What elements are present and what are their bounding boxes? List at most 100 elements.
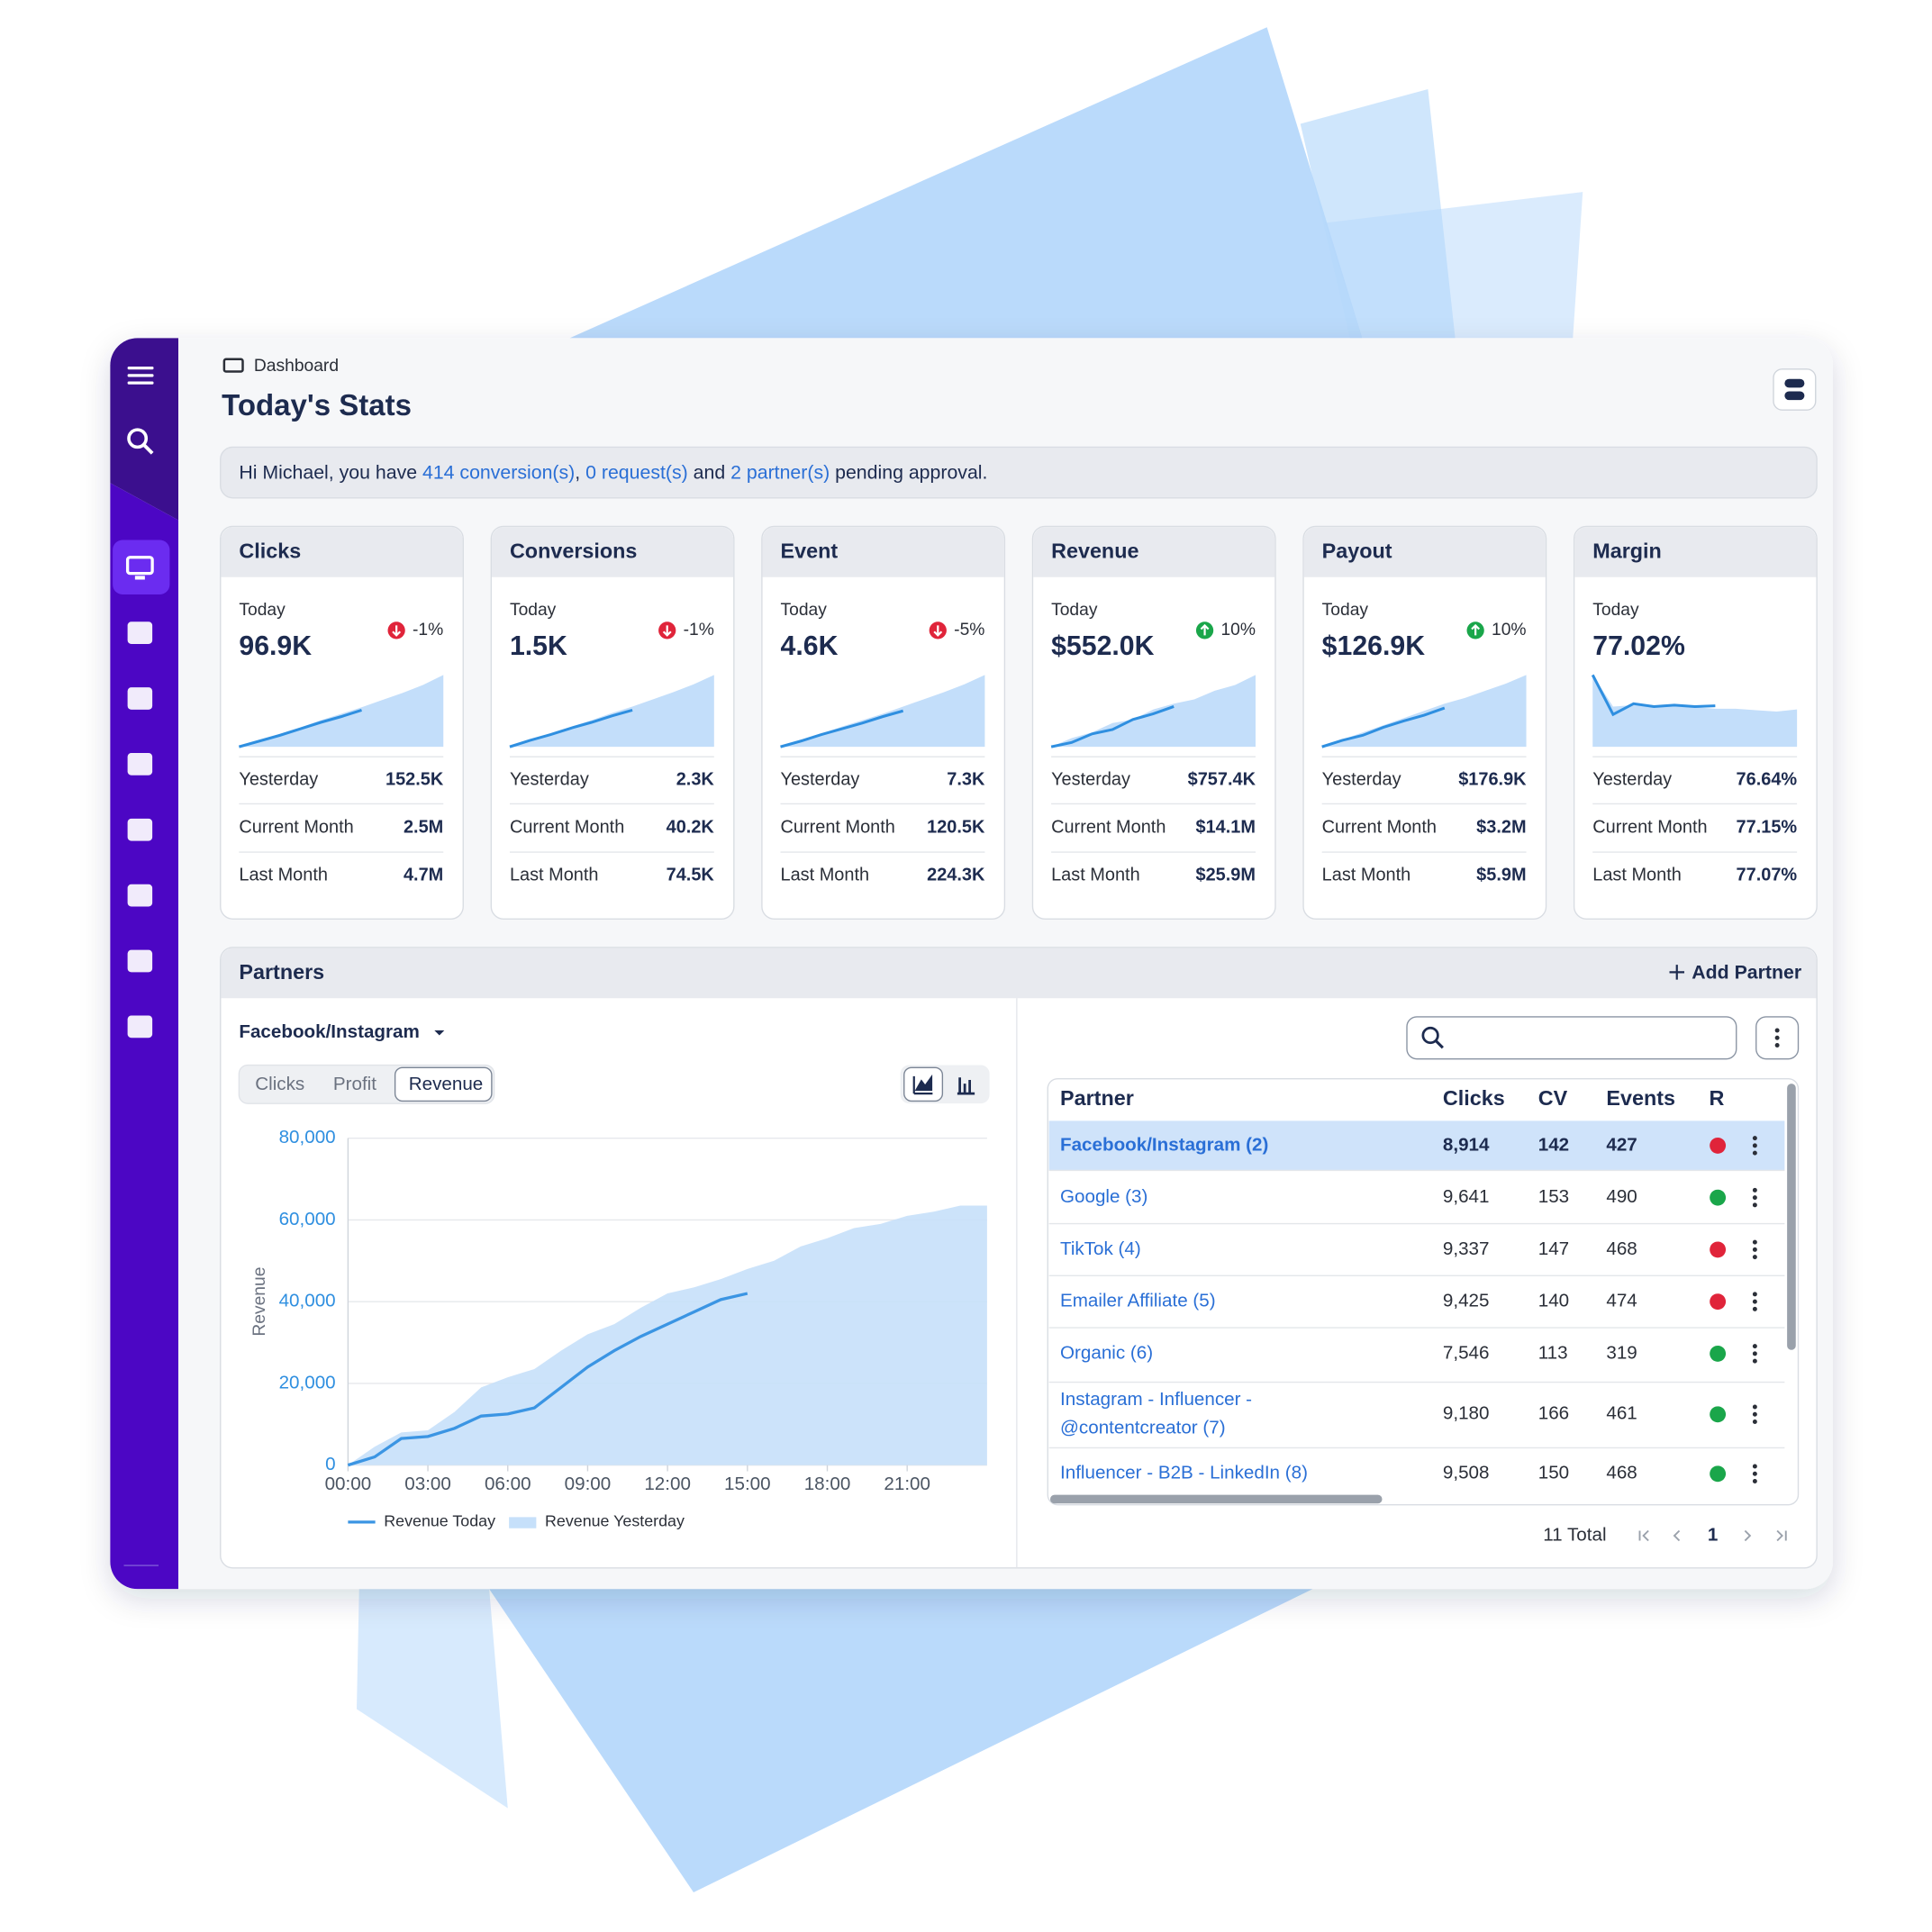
legend-swatch — [509, 1517, 537, 1528]
notice-text: , — [575, 461, 585, 483]
spark-line — [238, 709, 362, 748]
tab[interactable]: Clicks — [255, 1074, 304, 1094]
menu-icon[interactable] — [127, 374, 154, 377]
notice-text: pending approval. — [830, 461, 987, 483]
row-value: 4.7M — [404, 865, 443, 884]
nav-icon[interactable] — [127, 621, 153, 644]
row-value: $757.4K — [1188, 770, 1256, 790]
monitor-stand — [134, 576, 145, 580]
search-icon-handle — [142, 443, 154, 455]
today-label: Today — [1051, 601, 1098, 620]
kebab-dot — [1752, 1471, 1757, 1476]
row-label: Last Month — [1051, 865, 1140, 884]
cell: 9,425 — [1443, 1291, 1490, 1311]
nav-icon[interactable] — [127, 687, 153, 710]
trend-icon — [1710, 1293, 1727, 1311]
menu-icon[interactable] — [127, 367, 154, 370]
spark-area — [509, 675, 714, 748]
nav-active[interactable] — [113, 540, 170, 595]
search-box[interactable] — [1406, 1016, 1737, 1060]
stat-card-title: Margin — [1592, 539, 1662, 562]
row-value: 7.3K — [947, 770, 985, 790]
stat-card-title: Clicks — [239, 539, 301, 562]
y-tick-label: 80,000 — [279, 1127, 336, 1147]
kebab-dot — [1752, 1344, 1757, 1349]
change: 10% — [1220, 621, 1256, 639]
bar-icon[interactable] — [957, 1077, 975, 1095]
nav-icon[interactable] — [127, 753, 153, 776]
x-tick-label: 09:00 — [565, 1474, 612, 1494]
nav-icon[interactable] — [127, 949, 153, 973]
notice-link[interactable]: 414 conversion(s) — [422, 461, 575, 483]
x-tick-label: 00:00 — [325, 1474, 372, 1494]
partner-link[interactable]: Organic (6) — [1060, 1342, 1153, 1363]
cell: 166 — [1538, 1403, 1569, 1424]
kebab-dot — [1774, 1043, 1780, 1048]
stat-card-title: Payout — [1322, 539, 1392, 562]
row-value: $5.9M — [1476, 865, 1526, 884]
kebab-dot — [1752, 1143, 1757, 1148]
x-tick-label: 06:00 — [485, 1474, 531, 1494]
cell: 150 — [1538, 1463, 1569, 1483]
spark-line — [1050, 705, 1175, 748]
trend-arrow — [662, 625, 672, 637]
dropdown-caret[interactable] — [434, 1030, 445, 1036]
first-page[interactable] — [1638, 1529, 1649, 1542]
partner-link[interactable]: Instagram - Influencer - — [1060, 1389, 1252, 1410]
kebab-dot — [1752, 1358, 1757, 1364]
tab[interactable]: Revenue — [409, 1074, 484, 1094]
tab[interactable]: Profit — [333, 1074, 376, 1094]
nav-icon[interactable] — [127, 818, 153, 841]
row-value: 74.5K — [667, 865, 715, 884]
row-value: $25.9M — [1196, 865, 1256, 884]
area-icon — [912, 1074, 933, 1095]
row-value: $176.9K — [1458, 770, 1527, 790]
search-icon[interactable] — [127, 428, 149, 449]
kebab-dot — [1752, 1464, 1757, 1469]
stat-card-header — [1033, 527, 1275, 577]
today-label: Today — [781, 601, 828, 620]
notice-link[interactable]: 2 partner(s) — [730, 461, 830, 483]
row-label: Current Month — [1322, 817, 1437, 837]
h-scrollbar — [1050, 1494, 1383, 1504]
row-value: $14.1M — [1196, 817, 1256, 837]
kebab-dot — [1752, 1404, 1757, 1410]
nav-icon[interactable] — [127, 1015, 153, 1039]
row-label: Yesterday — [781, 770, 860, 790]
cell: 9,180 — [1443, 1403, 1490, 1424]
breadcrumb-icon — [222, 358, 244, 373]
cell: 113 — [1538, 1342, 1568, 1363]
column-header: Partner — [1060, 1086, 1134, 1110]
legend-label: Revenue Today — [384, 1512, 495, 1530]
layout-toggle[interactable] — [1773, 368, 1817, 411]
total: 11 Total — [1543, 1524, 1606, 1545]
last-page[interactable] — [1776, 1529, 1787, 1542]
spark-line — [1321, 706, 1446, 748]
row-value: 120.5K — [927, 817, 985, 837]
today-label: Today — [1592, 601, 1639, 620]
kebab-dot — [1752, 1195, 1757, 1201]
partner-link[interactable]: Emailer Affiliate (5) — [1060, 1291, 1216, 1311]
prev-page[interactable] — [1673, 1529, 1681, 1542]
trend-arrow — [1200, 623, 1210, 636]
next-page[interactable] — [1744, 1529, 1752, 1542]
partner-link[interactable]: Facebook/Instagram (2) — [1060, 1134, 1268, 1155]
notice-link[interactable]: 0 request(s) — [585, 461, 688, 483]
partner-select: Facebook/Instagram — [239, 1021, 419, 1042]
notice-text: Hi Michael, you have — [239, 461, 422, 483]
partner-link[interactable]: Influencer - B2B - LinkedIn (8) — [1060, 1463, 1308, 1483]
partner-link[interactable]: TikTok (4) — [1060, 1238, 1141, 1259]
menu-icon[interactable] — [127, 381, 154, 385]
partner-link[interactable]: Google (3) — [1060, 1186, 1147, 1207]
page-number[interactable]: 1 — [1708, 1524, 1718, 1545]
cell: 468 — [1606, 1463, 1637, 1483]
row-label: Last Month — [239, 865, 328, 884]
kebab-dot — [1752, 1299, 1757, 1304]
nav-icon[interactable] — [127, 884, 153, 907]
search-glyph — [1421, 1026, 1439, 1045]
row-value: 40.2K — [667, 817, 715, 837]
row-value: 152.5K — [385, 770, 444, 790]
today-value: 77.02% — [1592, 631, 1685, 661]
partner-link[interactable]: @contentcreator (7) — [1060, 1418, 1226, 1438]
